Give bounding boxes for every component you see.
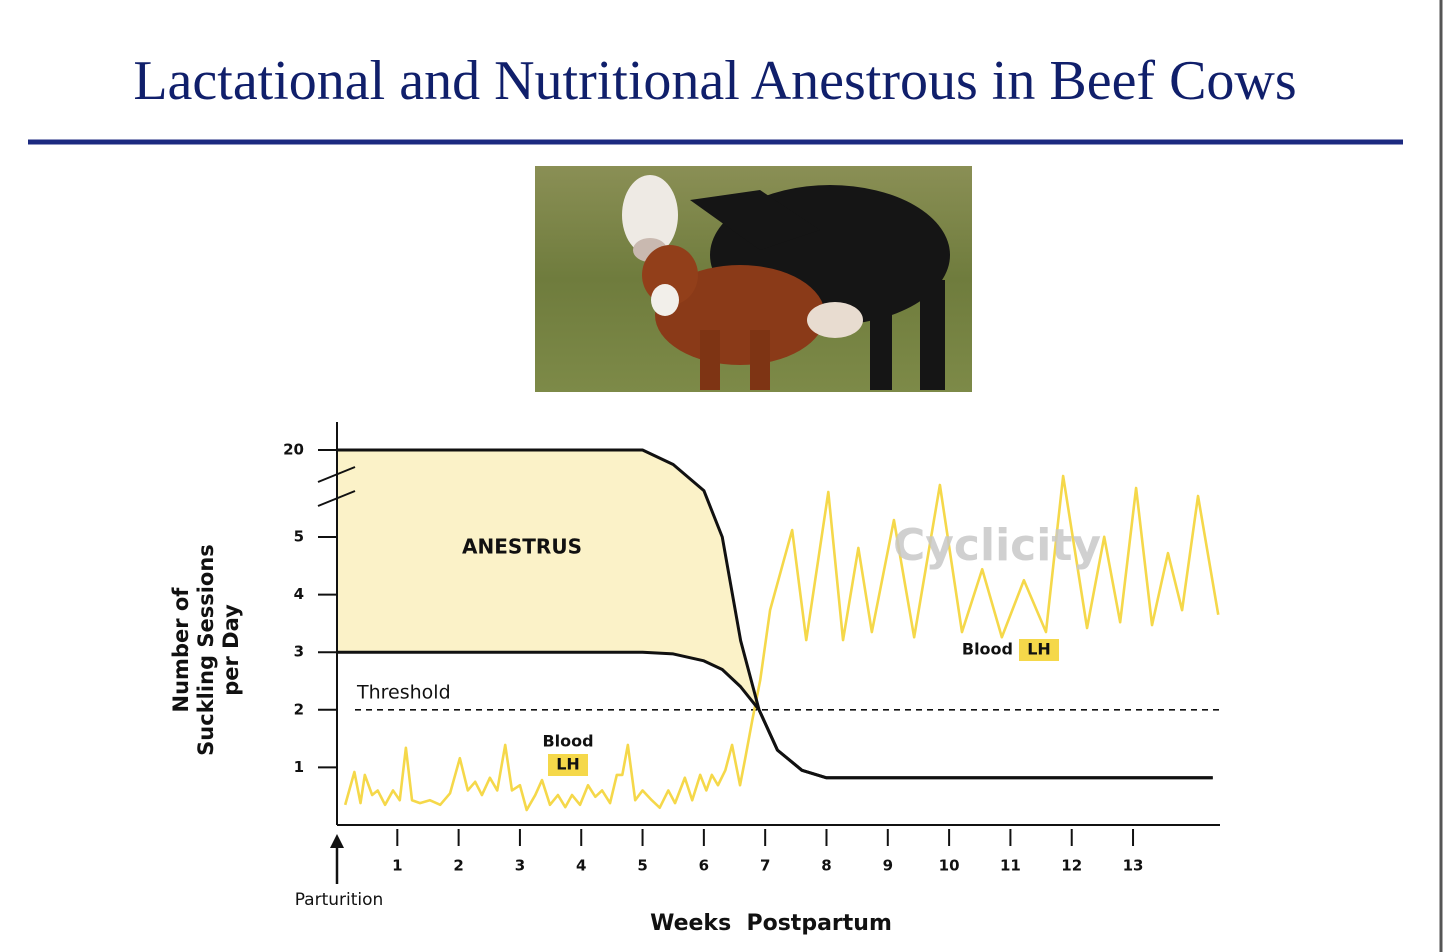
axis-break xyxy=(317,466,356,483)
lh-label: LH xyxy=(556,755,580,774)
x-tick-label: 8 xyxy=(821,857,831,875)
x-tick-label: 13 xyxy=(1123,857,1144,875)
y-axis-label: Number of xyxy=(169,587,193,713)
slide-title: Lactational and Nutritional Anestrous in… xyxy=(133,50,1296,112)
x-tick-label: 7 xyxy=(760,857,770,875)
y-axis-label: Suckling Sessions xyxy=(194,544,218,756)
y-tick-label: 4 xyxy=(294,585,304,603)
suckling-curve xyxy=(336,650,1213,780)
x-tick-label: 11 xyxy=(1000,857,1021,875)
anestrus-area xyxy=(336,450,1213,778)
y-tick-label: 20 xyxy=(283,441,304,459)
x-tick-label: 9 xyxy=(883,857,893,875)
x-tick-label: 6 xyxy=(699,857,709,875)
blood-label: Blood xyxy=(542,732,593,751)
y-tick-label: 2 xyxy=(294,700,304,718)
parturition-label: Parturition xyxy=(295,890,384,910)
x-tick-label: 2 xyxy=(453,857,463,875)
x-tick-label: 5 xyxy=(637,857,647,875)
lh-highlight xyxy=(1019,639,1059,661)
cyclicity-label: Cyclicity xyxy=(893,520,1101,571)
y-tick-label: 3 xyxy=(294,643,304,661)
lh-label: LH xyxy=(1027,640,1051,659)
y-tick-label: 1 xyxy=(294,758,304,776)
blood-label: Blood xyxy=(962,640,1013,659)
x-tick-label: 10 xyxy=(939,857,960,875)
lh-line xyxy=(343,474,1220,812)
axis-break xyxy=(317,490,356,507)
photo xyxy=(535,166,972,392)
y-tick-label: 5 xyxy=(294,528,304,546)
threshold-label: Threshold xyxy=(356,681,451,703)
anestrus-label: ANESTRUS xyxy=(462,535,582,559)
x-axis-label: Weeks Postpartum xyxy=(650,911,892,936)
parturition-arrowhead xyxy=(330,834,344,848)
x-tick-label: 12 xyxy=(1061,857,1082,875)
x-tick-label: 1 xyxy=(392,857,402,875)
lh-highlight xyxy=(548,754,588,776)
y-axis-label: per Day xyxy=(219,604,243,696)
x-tick-label: 3 xyxy=(515,857,525,875)
x-tick-label: 4 xyxy=(576,857,586,875)
